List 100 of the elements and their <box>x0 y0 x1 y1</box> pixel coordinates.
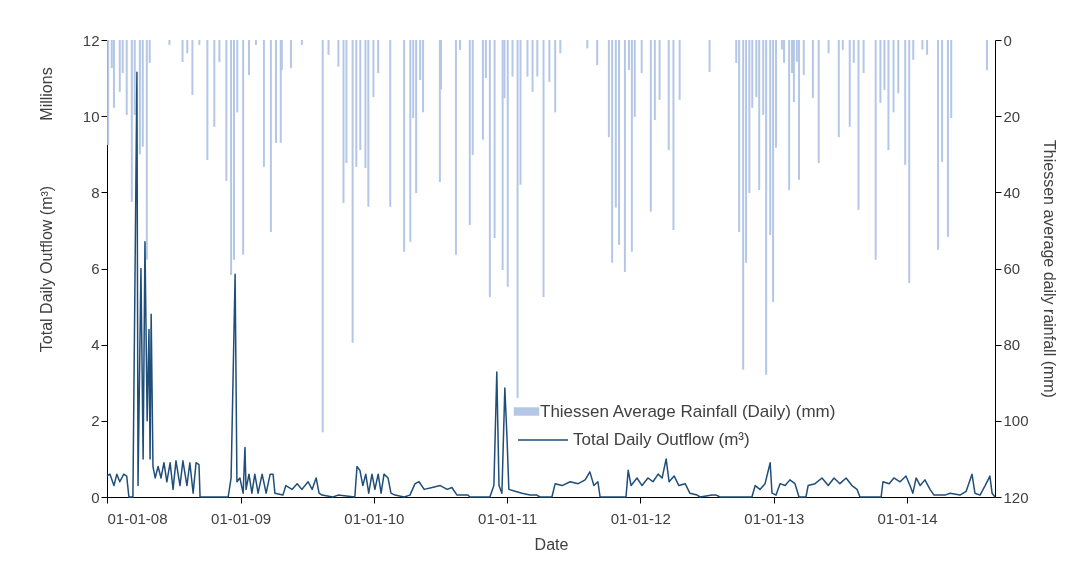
bar <box>857 40 860 210</box>
legend-label: Thiessen Average Rainfall (Daily) (mm) <box>540 401 836 421</box>
bar <box>783 40 786 63</box>
bar <box>542 40 545 298</box>
bar <box>269 40 272 232</box>
bar <box>337 40 340 67</box>
bar <box>481 40 484 140</box>
y2-tick-label: 60 <box>1003 260 1021 277</box>
bar <box>708 40 711 72</box>
bar <box>772 40 775 303</box>
text: Millions <box>38 67 55 121</box>
y2-tick-label: 120 <box>1003 488 1029 506</box>
bar <box>742 40 745 370</box>
bar <box>372 40 375 98</box>
bar <box>596 40 599 66</box>
y2-tick-label: 80 <box>1003 336 1021 354</box>
bar <box>458 40 461 50</box>
bar <box>468 40 471 226</box>
bar <box>667 40 670 151</box>
bar <box>359 40 362 151</box>
y2-tick-label: 20 <box>1003 107 1021 125</box>
y-axis-title: Total Daily Outflow (m³) <box>37 185 55 353</box>
bar <box>415 40 418 194</box>
bar <box>225 40 228 181</box>
bar <box>213 40 216 127</box>
bar <box>611 40 614 263</box>
bar <box>908 40 911 283</box>
bar <box>554 40 557 113</box>
x-tick-label: 01-01-10 <box>344 509 405 527</box>
legend-label: Total Daily Outflow (m³) <box>573 430 750 449</box>
x-tick-label: 01-01-08 <box>107 509 168 527</box>
bar <box>506 40 509 287</box>
bar <box>526 40 529 77</box>
bar <box>926 40 929 55</box>
bar <box>798 40 800 180</box>
bar <box>887 40 890 151</box>
y-tick-label: 6 <box>91 260 100 277</box>
bar <box>289 40 292 69</box>
bar <box>516 40 519 398</box>
bar <box>811 40 814 98</box>
bar <box>531 40 534 92</box>
bar <box>454 40 457 255</box>
x-tick-label: 01-01-14 <box>877 509 938 527</box>
bar <box>941 40 944 162</box>
bar <box>138 40 141 155</box>
bar <box>765 40 768 375</box>
bar <box>946 40 949 237</box>
x-tick-label: 01-01-13 <box>744 509 805 527</box>
bar <box>678 40 681 100</box>
bar <box>198 40 201 45</box>
y-tick-label: 2 <box>91 412 100 430</box>
bar <box>186 40 189 54</box>
bar <box>536 40 539 77</box>
bar <box>897 40 900 94</box>
bar <box>559 40 562 54</box>
bar <box>630 40 633 252</box>
bar <box>837 40 840 138</box>
bar <box>623 40 626 272</box>
bar <box>738 40 741 232</box>
bar <box>912 40 915 60</box>
bar <box>321 40 324 433</box>
bar <box>247 40 250 76</box>
bar <box>985 40 988 71</box>
bar <box>658 40 661 100</box>
bar <box>112 40 115 108</box>
bar <box>206 40 209 160</box>
y2-axis-title: Thiessen average daily rainfall (mm) <box>1040 140 1058 398</box>
bar <box>168 40 171 45</box>
y-tick-label: 4 <box>91 336 100 354</box>
bar <box>511 40 514 77</box>
bar <box>181 40 184 63</box>
bar <box>274 40 277 143</box>
y2-tick-label: 40 <box>1003 183 1021 201</box>
bar <box>118 40 121 92</box>
bar <box>653 40 656 120</box>
bar <box>403 40 406 252</box>
bar <box>493 40 496 239</box>
bar <box>191 40 194 95</box>
bar <box>848 40 851 127</box>
bar <box>342 40 345 203</box>
bar <box>300 40 303 45</box>
bar <box>409 40 412 242</box>
bar <box>841 40 844 50</box>
y-tick-label: 10 <box>82 107 100 125</box>
bar <box>422 40 425 113</box>
bar <box>874 40 877 260</box>
x-tick-label: 01-01-09 <box>211 509 272 527</box>
x-tick-label: 01-01-11 <box>478 509 537 527</box>
x-axis-title: Date <box>534 535 569 553</box>
bar <box>130 40 133 202</box>
bar <box>389 40 392 207</box>
bar <box>327 40 330 55</box>
bar <box>242 40 245 255</box>
bar <box>758 40 761 191</box>
y2-tick-label: 100 <box>1003 412 1029 430</box>
bar <box>883 40 886 90</box>
bar <box>640 40 643 74</box>
bar <box>351 40 354 343</box>
bar <box>125 40 128 116</box>
bar <box>618 40 621 245</box>
